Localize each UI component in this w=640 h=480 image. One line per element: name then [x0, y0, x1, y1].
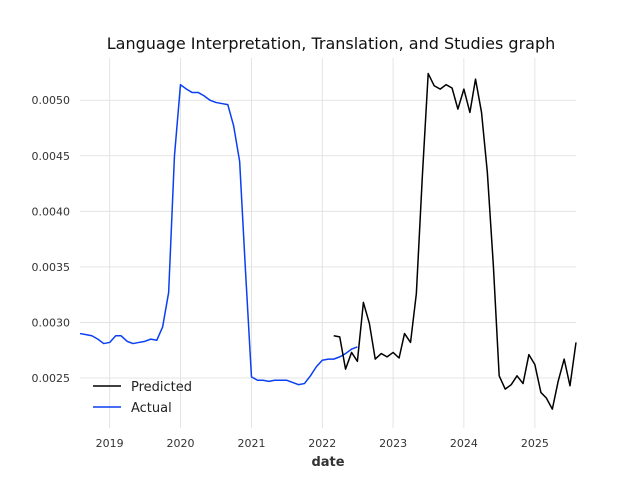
x-tick-label: 2022 — [308, 437, 336, 450]
x-tick-label: 2021 — [237, 437, 265, 450]
legend-label-actual: Actual — [131, 401, 172, 416]
legend-label-predicted: Predicted — [131, 380, 192, 395]
x-tick-label: 2025 — [521, 437, 549, 450]
y-axis-ticks: 0.0025 0.0030 0.0035 0.0040 0.0045 0.0050 — [32, 94, 71, 385]
x-tick-label: 2023 — [379, 437, 407, 450]
series-line-predicted — [333, 72, 577, 410]
y-tick-label: 0.0025 — [32, 372, 71, 385]
grid — [80, 58, 576, 428]
y-tick-label: 0.0030 — [32, 316, 71, 329]
x-tick-label: 2024 — [450, 437, 478, 450]
y-tick-label: 0.0050 — [32, 94, 71, 107]
x-tick-label: 2020 — [166, 437, 194, 450]
series-layer — [79, 72, 577, 410]
y-tick-label: 0.0040 — [32, 205, 71, 218]
x-axis-label: date — [311, 455, 344, 470]
chart-title: Language Interpretation, Translation, an… — [107, 34, 556, 53]
x-tick-label: 2019 — [96, 437, 124, 450]
series-line-actual — [79, 83, 358, 386]
y-tick-label: 0.0045 — [32, 150, 71, 163]
legend: Predicted Actual — [93, 380, 192, 416]
y-tick-label: 0.0035 — [32, 261, 71, 274]
x-axis-ticks: 2019 2020 2021 2022 2023 2024 2025 — [96, 437, 549, 450]
